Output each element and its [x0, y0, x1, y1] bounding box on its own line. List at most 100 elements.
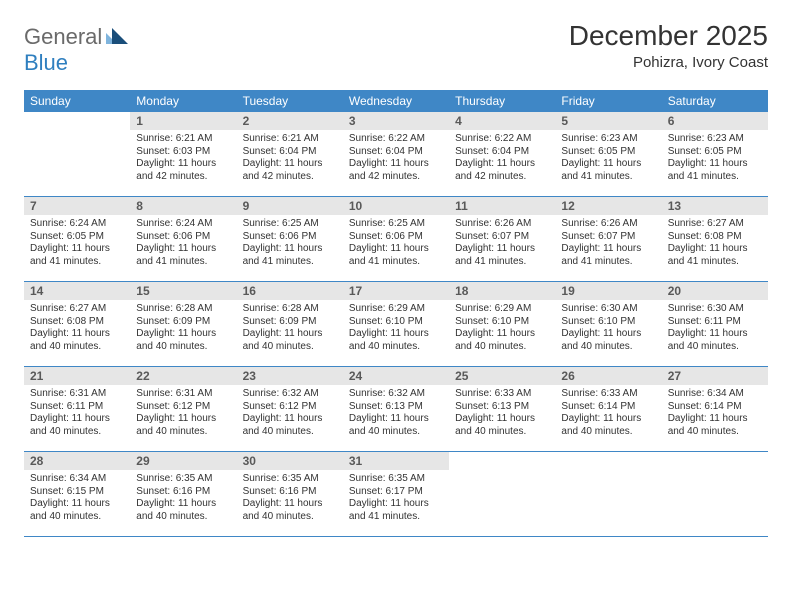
- day-details: Sunrise: 6:23 AMSunset: 6:05 PMDaylight:…: [555, 130, 661, 187]
- sunrise-line: Sunrise: 6:28 AM: [243, 303, 337, 316]
- calendar-table: SundayMondayTuesdayWednesdayThursdayFrid…: [24, 90, 768, 537]
- calendar-day-cell: 13Sunrise: 6:27 AMSunset: 6:08 PMDayligh…: [662, 197, 768, 282]
- day-number: 29: [130, 452, 236, 470]
- sunset-line: Sunset: 6:10 PM: [455, 316, 549, 329]
- day-details: Sunrise: 6:27 AMSunset: 6:08 PMDaylight:…: [24, 300, 130, 357]
- day-details: Sunrise: 6:35 AMSunset: 6:17 PMDaylight:…: [343, 470, 449, 527]
- sunset-line: Sunset: 6:13 PM: [349, 401, 443, 414]
- daylight-line: Daylight: 11 hours and 42 minutes.: [455, 158, 549, 183]
- day-details: Sunrise: 6:32 AMSunset: 6:12 PMDaylight:…: [237, 385, 343, 442]
- day-number: 17: [343, 282, 449, 300]
- day-number: 16: [237, 282, 343, 300]
- sunset-line: Sunset: 6:06 PM: [136, 231, 230, 244]
- calendar-day-cell: 27Sunrise: 6:34 AMSunset: 6:14 PMDayligh…: [662, 367, 768, 452]
- calendar-day-cell: 22Sunrise: 6:31 AMSunset: 6:12 PMDayligh…: [130, 367, 236, 452]
- sunrise-line: Sunrise: 6:32 AM: [349, 388, 443, 401]
- daylight-line: Daylight: 11 hours and 40 minutes.: [561, 328, 655, 353]
- sunrise-line: Sunrise: 6:23 AM: [668, 133, 762, 146]
- sunrise-line: Sunrise: 6:21 AM: [243, 133, 337, 146]
- calendar-day-cell: 7Sunrise: 6:24 AMSunset: 6:05 PMDaylight…: [24, 197, 130, 282]
- day-number: 25: [449, 367, 555, 385]
- calendar-day-cell: 6Sunrise: 6:23 AMSunset: 6:05 PMDaylight…: [662, 112, 768, 197]
- day-number: 15: [130, 282, 236, 300]
- day-details: Sunrise: 6:21 AMSunset: 6:03 PMDaylight:…: [130, 130, 236, 187]
- day-number: 27: [662, 367, 768, 385]
- daylight-line: Daylight: 11 hours and 40 minutes.: [455, 328, 549, 353]
- sunset-line: Sunset: 6:06 PM: [349, 231, 443, 244]
- daylight-line: Daylight: 11 hours and 42 minutes.: [136, 158, 230, 183]
- daylight-line: Daylight: 11 hours and 40 minutes.: [30, 498, 124, 523]
- sunrise-line: Sunrise: 6:27 AM: [30, 303, 124, 316]
- sunrise-line: Sunrise: 6:35 AM: [243, 473, 337, 486]
- calendar-day-cell: 29Sunrise: 6:35 AMSunset: 6:16 PMDayligh…: [130, 452, 236, 537]
- day-number: 31: [343, 452, 449, 470]
- sunset-line: Sunset: 6:05 PM: [30, 231, 124, 244]
- daylight-line: Daylight: 11 hours and 40 minutes.: [243, 498, 337, 523]
- sunset-line: Sunset: 6:14 PM: [561, 401, 655, 414]
- sunset-line: Sunset: 6:05 PM: [668, 146, 762, 159]
- daylight-line: Daylight: 11 hours and 40 minutes.: [668, 413, 762, 438]
- day-details: Sunrise: 6:31 AMSunset: 6:12 PMDaylight:…: [130, 385, 236, 442]
- day-details: Sunrise: 6:30 AMSunset: 6:10 PMDaylight:…: [555, 300, 661, 357]
- day-number: 11: [449, 197, 555, 215]
- day-details: Sunrise: 6:32 AMSunset: 6:13 PMDaylight:…: [343, 385, 449, 442]
- sunset-line: Sunset: 6:16 PM: [243, 486, 337, 499]
- day-number: 24: [343, 367, 449, 385]
- sunset-line: Sunset: 6:12 PM: [136, 401, 230, 414]
- day-number: 22: [130, 367, 236, 385]
- sunset-line: Sunset: 6:03 PM: [136, 146, 230, 159]
- calendar-header-row: SundayMondayTuesdayWednesdayThursdayFrid…: [24, 90, 768, 112]
- calendar-day-cell: 15Sunrise: 6:28 AMSunset: 6:09 PMDayligh…: [130, 282, 236, 367]
- sunset-line: Sunset: 6:13 PM: [455, 401, 549, 414]
- calendar-day-cell: [662, 452, 768, 537]
- sunrise-line: Sunrise: 6:35 AM: [136, 473, 230, 486]
- day-details: Sunrise: 6:27 AMSunset: 6:08 PMDaylight:…: [662, 215, 768, 272]
- calendar-day-cell: 9Sunrise: 6:25 AMSunset: 6:06 PMDaylight…: [237, 197, 343, 282]
- calendar-week-row: 14Sunrise: 6:27 AMSunset: 6:08 PMDayligh…: [24, 282, 768, 367]
- daylight-line: Daylight: 11 hours and 41 minutes.: [561, 158, 655, 183]
- calendar-day-cell: 18Sunrise: 6:29 AMSunset: 6:10 PMDayligh…: [449, 282, 555, 367]
- day-details: Sunrise: 6:35 AMSunset: 6:16 PMDaylight:…: [237, 470, 343, 527]
- calendar-day-cell: 8Sunrise: 6:24 AMSunset: 6:06 PMDaylight…: [130, 197, 236, 282]
- sunrise-line: Sunrise: 6:23 AM: [561, 133, 655, 146]
- sunrise-line: Sunrise: 6:24 AM: [30, 218, 124, 231]
- day-number: 2: [237, 112, 343, 130]
- sunrise-line: Sunrise: 6:31 AM: [30, 388, 124, 401]
- day-details: Sunrise: 6:30 AMSunset: 6:11 PMDaylight:…: [662, 300, 768, 357]
- sunrise-line: Sunrise: 6:35 AM: [349, 473, 443, 486]
- day-number: 1: [130, 112, 236, 130]
- sunrise-line: Sunrise: 6:25 AM: [243, 218, 337, 231]
- calendar-week-row: 28Sunrise: 6:34 AMSunset: 6:15 PMDayligh…: [24, 452, 768, 537]
- day-number: 9: [237, 197, 343, 215]
- day-details: Sunrise: 6:34 AMSunset: 6:14 PMDaylight:…: [662, 385, 768, 442]
- sunset-line: Sunset: 6:07 PM: [455, 231, 549, 244]
- month-title: December 2025: [569, 20, 768, 52]
- daylight-line: Daylight: 11 hours and 41 minutes.: [455, 243, 549, 268]
- day-number: 13: [662, 197, 768, 215]
- sunset-line: Sunset: 6:12 PM: [243, 401, 337, 414]
- title-block: December 2025 Pohizra, Ivory Coast: [569, 20, 768, 71]
- calendar-day-cell: 21Sunrise: 6:31 AMSunset: 6:11 PMDayligh…: [24, 367, 130, 452]
- daylight-line: Daylight: 11 hours and 41 minutes.: [30, 243, 124, 268]
- day-number: 18: [449, 282, 555, 300]
- calendar-day-cell: 2Sunrise: 6:21 AMSunset: 6:04 PMDaylight…: [237, 112, 343, 197]
- sunrise-line: Sunrise: 6:24 AM: [136, 218, 230, 231]
- sunrise-line: Sunrise: 6:21 AM: [136, 133, 230, 146]
- daylight-line: Daylight: 11 hours and 40 minutes.: [243, 328, 337, 353]
- calendar-week-row: 21Sunrise: 6:31 AMSunset: 6:11 PMDayligh…: [24, 367, 768, 452]
- day-number: 30: [237, 452, 343, 470]
- sunset-line: Sunset: 6:10 PM: [349, 316, 443, 329]
- sunset-line: Sunset: 6:09 PM: [243, 316, 337, 329]
- daylight-line: Daylight: 11 hours and 40 minutes.: [349, 328, 443, 353]
- weekday-header: Thursday: [449, 90, 555, 112]
- calendar-week-row: 7Sunrise: 6:24 AMSunset: 6:05 PMDaylight…: [24, 197, 768, 282]
- sunset-line: Sunset: 6:08 PM: [668, 231, 762, 244]
- calendar-day-cell: 1Sunrise: 6:21 AMSunset: 6:03 PMDaylight…: [130, 112, 236, 197]
- daylight-line: Daylight: 11 hours and 40 minutes.: [455, 413, 549, 438]
- day-number: 21: [24, 367, 130, 385]
- daylight-line: Daylight: 11 hours and 41 minutes.: [349, 243, 443, 268]
- day-number: 23: [237, 367, 343, 385]
- sunrise-line: Sunrise: 6:33 AM: [455, 388, 549, 401]
- sunrise-line: Sunrise: 6:25 AM: [349, 218, 443, 231]
- sunset-line: Sunset: 6:06 PM: [243, 231, 337, 244]
